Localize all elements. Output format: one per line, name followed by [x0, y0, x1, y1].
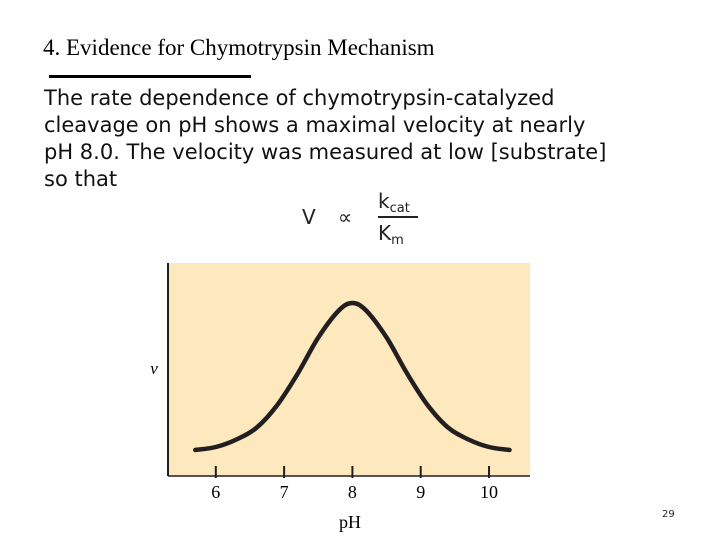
formula-km-k: K — [378, 221, 392, 245]
slide-title: 4. Evidence for Chymotrypsin Mechanism — [43, 35, 435, 60]
rate-formula: V ∝ kcat Km — [300, 188, 440, 248]
title-underline — [49, 75, 251, 78]
formula-kcat-k: k — [378, 189, 390, 213]
x-tick-label: 10 — [480, 482, 498, 502]
x-tick-label: 6 — [211, 482, 220, 502]
page-number: 29 — [662, 509, 675, 520]
body-text: The rate dependence of chymotrypsin-cata… — [44, 85, 684, 193]
body-line: The rate dependence of chymotrypsin-cata… — [44, 86, 555, 110]
formula-kcat-sub: cat — [389, 201, 410, 216]
ph-velocity-chart: 6 7 8 9 10 v pH — [150, 263, 530, 532]
formula-fraction: kcat Km — [378, 188, 418, 248]
formula-velocity: V — [302, 205, 316, 229]
x-tick-label: 9 — [416, 482, 425, 502]
x-tick-label: 7 — [280, 482, 289, 502]
body-line: cleavage on pH shows a maximal velocity … — [44, 113, 586, 137]
formula-km-sub: m — [391, 233, 404, 248]
formula-denominator: Km — [378, 220, 418, 248]
x-tick-labels: 6 7 8 9 10 — [211, 482, 498, 502]
x-ticks — [214, 466, 491, 478]
y-axis-label: v — [150, 359, 158, 378]
formula-numerator: kcat — [378, 188, 418, 216]
body-line: pH 8.0. The velocity was measured at low… — [44, 140, 607, 164]
body-line: so that — [44, 167, 118, 191]
x-axis-label: pH — [339, 512, 361, 532]
formula-fraction-bar — [378, 216, 418, 218]
formula-proportional-symbol: ∝ — [338, 205, 353, 229]
x-tick-label: 8 — [348, 482, 357, 502]
velocity-curve — [193, 300, 512, 453]
